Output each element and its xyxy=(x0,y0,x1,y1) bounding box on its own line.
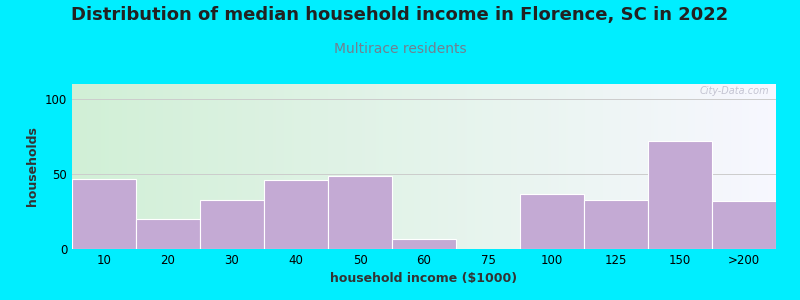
Bar xyxy=(328,176,392,249)
Text: Distribution of median household income in Florence, SC in 2022: Distribution of median household income … xyxy=(71,6,729,24)
Bar xyxy=(136,219,200,249)
X-axis label: household income ($1000): household income ($1000) xyxy=(330,272,518,285)
Bar xyxy=(584,200,648,249)
Bar xyxy=(264,180,328,249)
Bar xyxy=(72,178,136,249)
Bar xyxy=(392,238,456,249)
Bar xyxy=(648,141,712,249)
Text: Multirace residents: Multirace residents xyxy=(334,42,466,56)
Y-axis label: households: households xyxy=(26,127,39,206)
Bar xyxy=(200,200,264,249)
Text: City-Data.com: City-Data.com xyxy=(699,85,769,96)
Bar xyxy=(712,201,776,249)
Bar xyxy=(520,194,584,249)
